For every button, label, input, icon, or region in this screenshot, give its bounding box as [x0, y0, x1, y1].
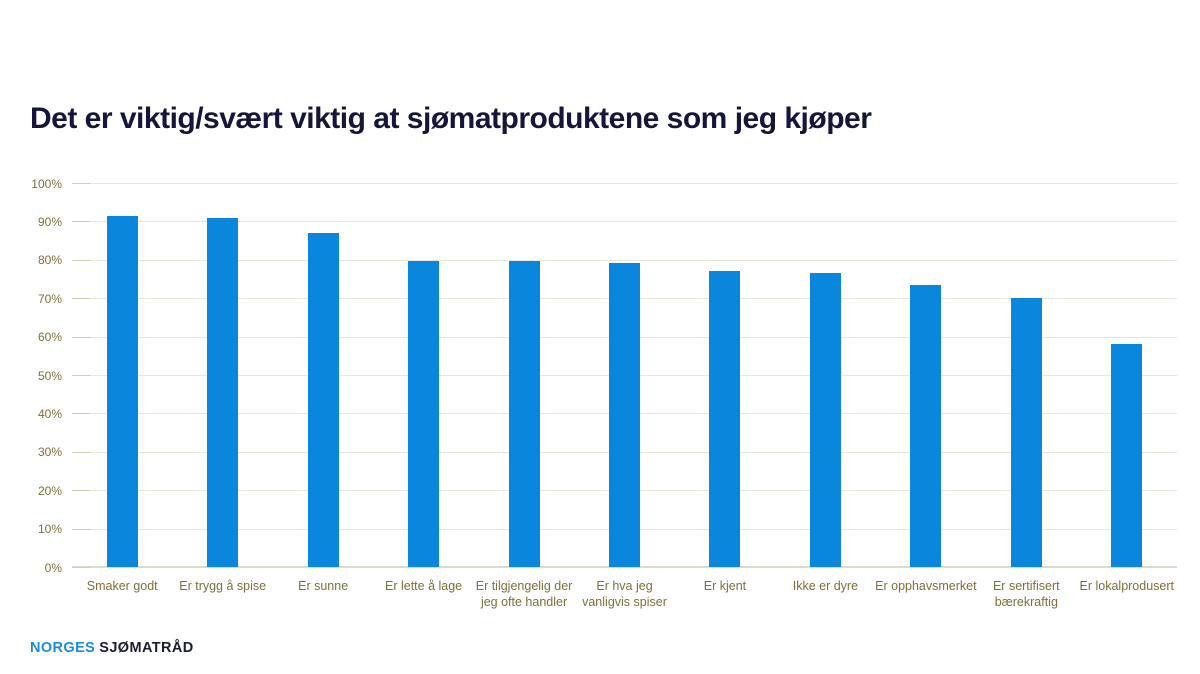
gridline — [72, 259, 1177, 261]
x-axis-label: Er lokalprodusert — [1079, 579, 1175, 593]
y-axis-tick — [72, 451, 90, 453]
x-axis-label: Ikke er dyre — [792, 579, 859, 593]
y-axis-tick — [72, 259, 90, 261]
x-axis-label: Er sertifisert bærekraftig — [992, 579, 1060, 610]
y-axis-label: 30% — [37, 445, 62, 460]
bar — [508, 260, 540, 567]
y-axis-tick — [72, 375, 90, 376]
norges-sjomatrad-logo: NORGES SJØMATRÅD — [30, 640, 194, 656]
x-axis-label: Er hva jeg vanligvis spiser — [582, 579, 667, 610]
y-axis-label: 10% — [37, 522, 62, 537]
x-axis-label: Smaker godt — [86, 579, 158, 593]
gridline — [72, 221, 1177, 223]
bar — [207, 218, 239, 567]
gridline — [72, 566, 1177, 568]
y-axis-label: 60% — [37, 330, 62, 345]
y-axis-label: 80% — [37, 253, 62, 268]
y-axis-tick — [72, 183, 90, 184]
y-axis-tick — [72, 528, 90, 530]
y-axis-label: 70% — [37, 291, 62, 306]
y-axis-label: 90% — [37, 214, 62, 229]
bar — [910, 284, 942, 567]
bar — [1010, 298, 1042, 567]
x-axis-label: Er tilgjengelig der jeg ofte handler — [475, 579, 573, 610]
x-axis-label: Er lette å lage — [385, 579, 463, 593]
y-axis-label: 40% — [37, 406, 62, 421]
bar — [307, 232, 339, 567]
logo-sjomatrad: SJØMATRÅD — [99, 640, 194, 656]
y-axis-label: 100% — [31, 176, 62, 191]
y-axis-tick — [72, 298, 90, 300]
y-axis-label: 20% — [37, 483, 62, 498]
bar — [609, 262, 640, 567]
y-axis-tick — [72, 490, 90, 492]
y-axis-tick — [72, 336, 90, 338]
y-axis-label: 0% — [44, 560, 62, 575]
x-axis-label: Er sunne — [298, 579, 349, 593]
x-axis-label: Er opphavsmerket — [875, 579, 977, 593]
x-axis-label: Er trygg å spise — [179, 579, 267, 593]
y-axis-tick — [72, 567, 90, 568]
bar — [106, 216, 138, 567]
bar — [809, 272, 841, 567]
y-axis-label: 50% — [37, 368, 62, 383]
chart-title: Det er viktig/svært viktig at sjømatprod… — [30, 102, 872, 135]
logo-norges: NORGES — [30, 640, 96, 656]
bar — [408, 261, 440, 567]
y-axis-tick — [72, 413, 90, 415]
bar — [1111, 344, 1143, 567]
gridline — [72, 183, 1177, 184]
y-axis-tick — [72, 221, 90, 223]
bar — [709, 271, 741, 567]
x-axis-label: Er kjent — [703, 579, 747, 593]
